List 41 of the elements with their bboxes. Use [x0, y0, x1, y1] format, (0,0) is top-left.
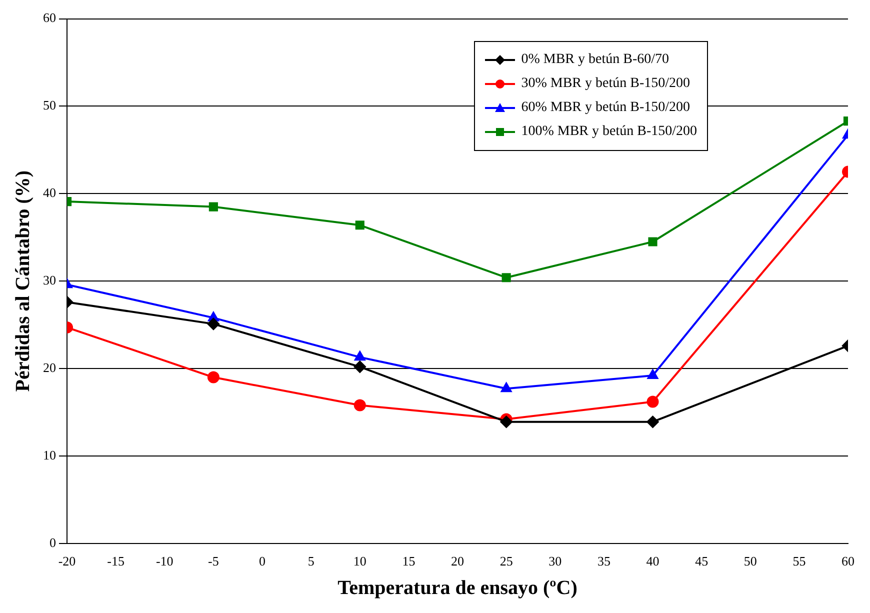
x-tick-label: 45 — [695, 554, 708, 569]
x-tick-label: 35 — [597, 554, 610, 569]
point — [354, 399, 366, 412]
legend-label: 100% MBR y betún B-150/200 — [521, 124, 697, 140]
x-tick-label: 55 — [792, 554, 806, 569]
x-tick-label: 40 — [646, 554, 660, 569]
point — [354, 351, 366, 361]
point — [500, 416, 512, 428]
y-axis-title: Pérdidas al Cántabro (%) — [12, 170, 34, 392]
legend-label: 0% MBR y betún B-60/70 — [521, 52, 669, 68]
x-tick-label: 10 — [353, 554, 366, 569]
y-tick-label: 50 — [43, 98, 56, 113]
x-tick-label: 60 — [842, 554, 854, 569]
x-tick-label: 0 — [259, 554, 266, 569]
point — [646, 416, 659, 428]
point — [648, 237, 658, 246]
x-axis-title: Temperatura de ensayo (ºC) — [338, 577, 578, 600]
y-tick-label: 10 — [43, 447, 56, 462]
point — [354, 360, 366, 373]
x-tick-label: 15 — [402, 554, 416, 569]
x-tick-label: 5 — [308, 554, 314, 569]
point — [355, 220, 364, 230]
point — [502, 273, 511, 282]
point — [646, 396, 659, 408]
x-tick-label: 30 — [548, 554, 562, 569]
legend-label: 30% MBR y betún B-150/200 — [521, 76, 690, 92]
y-tick-label: 20 — [43, 360, 56, 375]
x-tick-label: 25 — [500, 554, 513, 569]
x-tick-label: -15 — [107, 554, 124, 569]
x-tick-label: 20 — [451, 554, 464, 569]
y-tick-label: 0 — [50, 534, 56, 550]
legend-label: 60% MBR y betún B-150/200 — [521, 100, 690, 116]
x-tick-label: 50 — [744, 554, 757, 569]
y-tick-label: 40 — [43, 185, 56, 200]
point — [647, 370, 658, 380]
y-tick-label: 30 — [43, 272, 56, 288]
x-tick-label: -10 — [156, 554, 174, 569]
x-tick-label: -5 — [208, 554, 219, 569]
y-tick-label: 60 — [43, 10, 56, 26]
point — [500, 382, 512, 392]
x-tick-label: -20 — [58, 554, 76, 569]
